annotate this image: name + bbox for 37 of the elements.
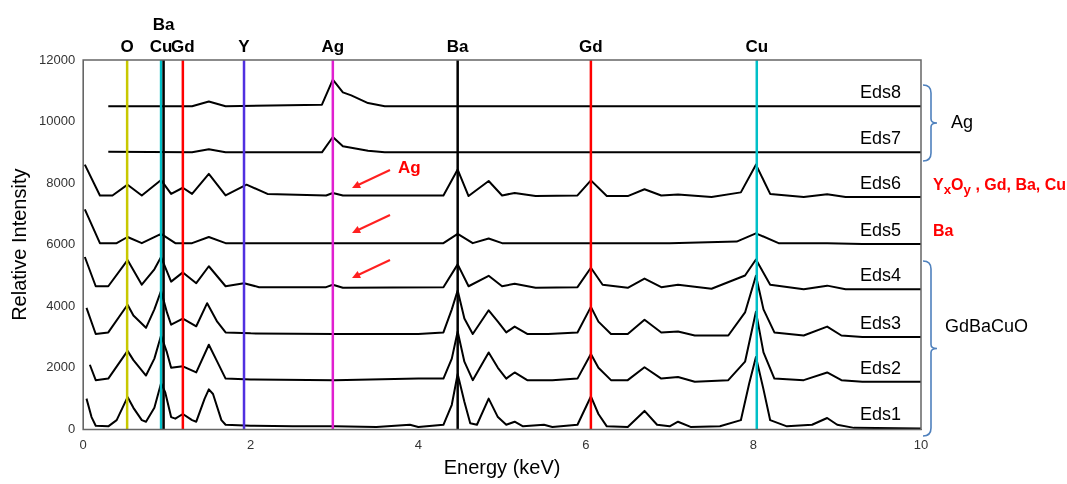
x-tick-label: 0 xyxy=(79,436,87,452)
series-label: Eds6 xyxy=(859,172,901,193)
series-label: Eds1 xyxy=(859,404,901,425)
annotation: Ag xyxy=(398,158,421,178)
ref-line-label: Y xyxy=(238,37,251,57)
x-tick-label: 6 xyxy=(582,436,590,452)
ref-line-label: Ba xyxy=(152,15,175,35)
series-label: Eds8 xyxy=(859,82,901,103)
text: Ag xyxy=(951,112,974,133)
y-tick-label: 12000 xyxy=(38,51,76,67)
y-tick-label: 10000 xyxy=(38,113,76,129)
ref-line-label: Gd xyxy=(171,37,195,57)
y-axis-title: Relative Intensity xyxy=(7,168,30,321)
text: Y$_{x}$O$_{y}$ , Gd, Ba, Cu xyxy=(933,176,1067,198)
y-tick-label: 6000 xyxy=(46,236,76,252)
ref-line-label: Gd xyxy=(579,37,603,57)
x-tick-label: 10 xyxy=(913,436,929,452)
ref-line-label: Ag xyxy=(321,37,345,57)
ref-line-label: Ba xyxy=(446,37,470,57)
ref-line-label: O xyxy=(120,37,134,57)
ref-line-label: Cu xyxy=(149,37,173,57)
x-tick-label: 2 xyxy=(247,436,255,452)
y-tick-label: 2000 xyxy=(46,359,76,375)
series-label: Eds2 xyxy=(859,357,901,378)
series-label: Eds7 xyxy=(859,128,901,149)
y-tick-label: 0 xyxy=(67,420,76,436)
text: GdBaCuO xyxy=(945,316,1029,337)
x-axis-title: Energy (keV) xyxy=(443,455,561,478)
y-tick-label: 8000 xyxy=(46,174,76,190)
y-tick-label: 4000 xyxy=(46,297,76,313)
ref-line-label: Cu xyxy=(745,37,769,57)
text: Ba xyxy=(933,222,954,240)
series-label: Eds3 xyxy=(859,313,901,334)
x-tick-label: 8 xyxy=(749,436,758,452)
series-label: Eds5 xyxy=(859,220,901,241)
series-label: Eds4 xyxy=(859,265,901,286)
x-tick-label: 4 xyxy=(414,436,422,452)
